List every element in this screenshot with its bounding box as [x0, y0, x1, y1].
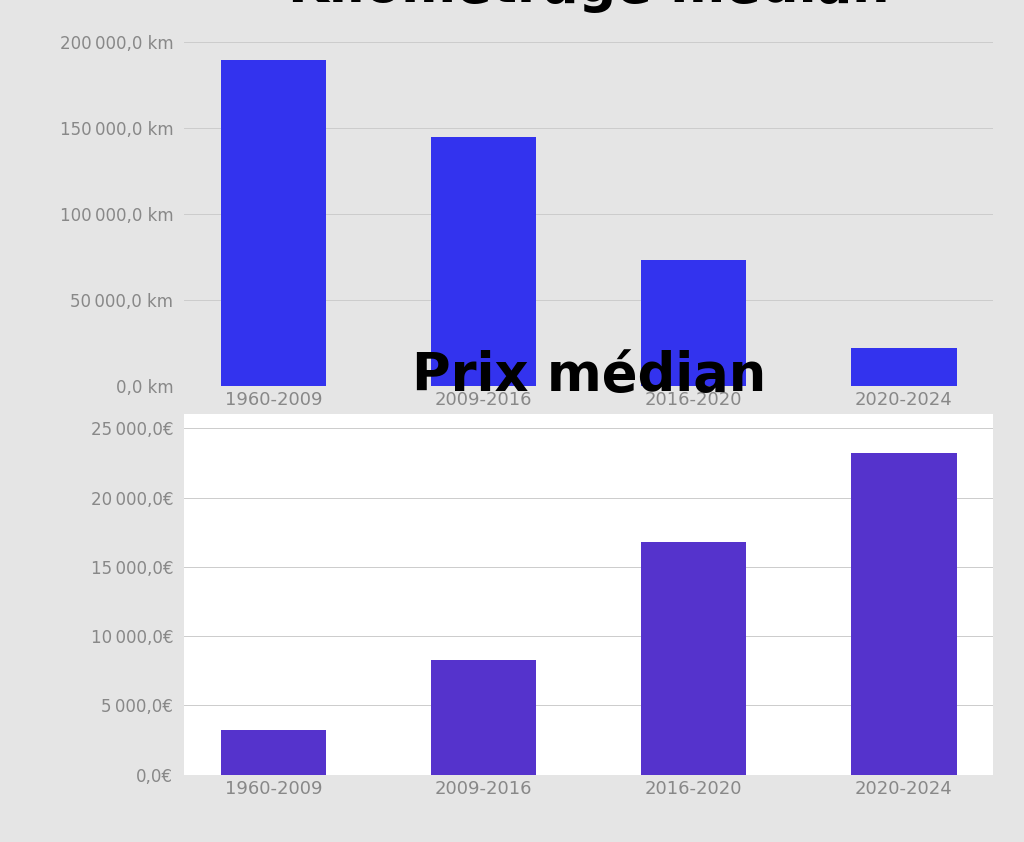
- Text: Prix médian: Prix médian: [412, 349, 766, 402]
- Text: Kilométrage médian: Kilométrage médian: [288, 0, 890, 13]
- Bar: [221, 730, 327, 775]
- Bar: [851, 348, 956, 386]
- Bar: [851, 453, 956, 775]
- Bar: [641, 542, 746, 775]
- Bar: [221, 60, 327, 386]
- Bar: [431, 659, 537, 775]
- Bar: [431, 136, 537, 386]
- Bar: [641, 260, 746, 386]
